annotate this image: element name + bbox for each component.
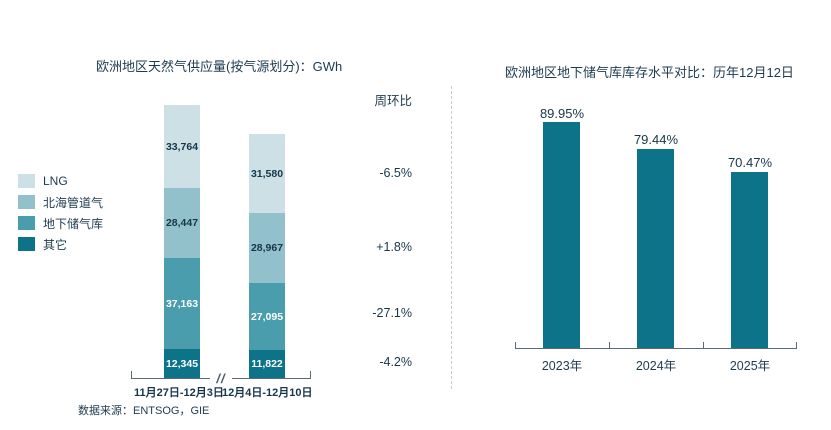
bar1-segment-storage: 37,163: [164, 258, 200, 349]
legend-item-storage: 地下储气库: [18, 216, 104, 231]
bar2-value-lng: 31,580: [250, 167, 284, 180]
stacked-bar-week2: 31,580 28,967 27,095 11,822: [249, 0, 285, 430]
left-axis-tick-end: [310, 371, 311, 378]
legend-label-north-sea: 北海管道气: [43, 195, 104, 210]
bar1-value-north-sea: 28,447: [165, 217, 199, 229]
data-source-note: 数据来源：ENTSOG，GIE: [78, 405, 210, 417]
right-axis-tick-4: [796, 342, 797, 349]
legend-item-other: 其它: [18, 237, 103, 252]
bar1-segment-lng: 33,764: [164, 105, 200, 188]
bar-2023: [543, 122, 580, 348]
wow-value-north-sea: +1.8%: [376, 240, 412, 254]
legend: LNG 北海管道气 地下储气库 其它: [18, 174, 103, 258]
right-axis-tick-3: [703, 342, 704, 349]
bar-2024: [637, 149, 674, 348]
axis-break-symbol: //: [210, 370, 232, 386]
bar-2023-value-label: 89.95%: [539, 106, 585, 121]
bar1-value-other: 12,345: [165, 357, 199, 370]
legend-swatch-lng: [18, 174, 35, 188]
bar1-segment-other: 12,345: [164, 349, 200, 378]
bar1-value-lng: 33,764: [165, 140, 199, 153]
wow-header: 周环比: [374, 94, 412, 108]
bar2-value-north-sea: 28,967: [250, 242, 284, 254]
right-x-axis: [515, 348, 797, 349]
right-axis-tick-2: [609, 342, 610, 349]
legend-swatch-north-sea: [18, 195, 35, 209]
wow-value-other: -4.2%: [379, 355, 412, 369]
left-axis-tick-start: [131, 371, 132, 378]
legend-label-other: 其它: [43, 237, 68, 252]
left-category-week1: 11月27日-12月3日: [134, 387, 224, 399]
wow-value-storage: -27.1%: [372, 306, 412, 320]
left-chart-title: 欧洲地区天然气供应量(按气源划分)：GWh: [96, 59, 343, 74]
bar2-segment-north-sea: 28,967: [249, 213, 285, 283]
right-category-2023: 2023年: [541, 359, 583, 373]
bar-2025: [731, 172, 768, 348]
wow-value-lng: -6.5%: [379, 166, 412, 180]
right-axis-tick-1: [515, 342, 516, 349]
legend-item-north-sea: 北海管道气: [18, 195, 104, 210]
bar2-value-other: 11,822: [251, 358, 283, 370]
right-category-2024: 2024年: [635, 359, 677, 373]
chart-divider: [451, 86, 452, 389]
bar1-segment-north-sea: 28,447: [164, 188, 200, 258]
bar-2024-value-label: 79.44%: [633, 132, 679, 147]
right-category-2025: 2025年: [729, 359, 771, 373]
left-category-week2: 12月4日-12月10日: [222, 387, 313, 399]
legend-swatch-storage: [18, 216, 35, 230]
stacked-bar-week1: 33,764 28,447 37,163 12,345: [164, 0, 200, 430]
bar2-value-storage: 27,095: [250, 310, 284, 323]
bar2-segment-other: 11,822: [249, 350, 285, 378]
legend-label-lng: LNG: [43, 174, 68, 188]
right-chart-title: 欧洲地区地下储气库库存水平对比：历年12月12日: [505, 65, 794, 80]
legend-label-storage: 地下储气库: [43, 216, 104, 231]
legend-item-lng: LNG: [18, 174, 103, 188]
bar2-segment-lng: 31,580: [249, 134, 285, 213]
legend-swatch-other: [18, 237, 35, 251]
bar1-value-storage: 37,163: [165, 297, 199, 310]
bar2-segment-storage: 27,095: [249, 283, 285, 350]
bar-2025-value-label: 70.47%: [727, 155, 773, 170]
